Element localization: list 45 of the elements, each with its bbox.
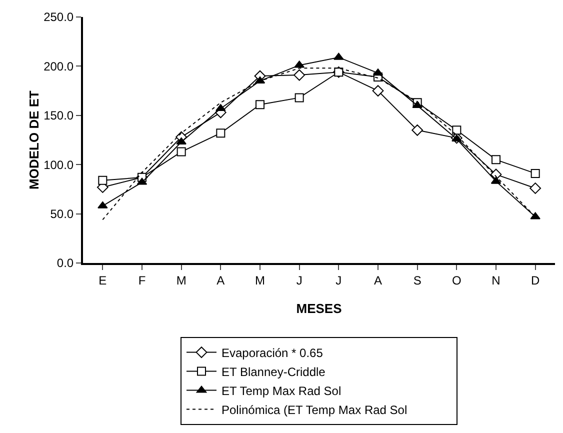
y-tick-label: 100.0 — [44, 158, 74, 172]
point — [334, 52, 344, 60]
legend-label: ET Temp Max Rad Sol — [222, 384, 342, 398]
point — [452, 134, 462, 142]
point — [98, 176, 108, 185]
y-tick-label: 0.0 — [56, 256, 74, 270]
point — [412, 101, 422, 108]
point — [176, 137, 186, 144]
point — [334, 68, 344, 77]
y-tick-label: 200.0 — [44, 59, 74, 74]
x-tick-label: A — [374, 273, 382, 288]
y-tick-label: 50.0 — [50, 207, 74, 221]
point — [98, 201, 108, 208]
x-tick-label: F — [138, 273, 146, 288]
point — [492, 155, 500, 164]
legend-label: ET Blanney-Criddle — [222, 364, 326, 379]
x-tick-label: M — [255, 273, 265, 288]
y-tick-label: 250.0 — [44, 10, 74, 24]
point — [176, 147, 186, 156]
x-tick-label: M — [176, 273, 186, 288]
point — [294, 69, 306, 81]
point — [372, 85, 384, 96]
x-tick-label: E — [98, 273, 107, 288]
point — [530, 168, 540, 178]
y-tick-label: 150.0 — [44, 108, 74, 123]
point — [530, 182, 542, 194]
x-tick-label: N — [492, 273, 500, 288]
point — [452, 126, 462, 135]
point — [530, 212, 540, 220]
point — [412, 124, 424, 136]
y-axis-title: MODELO DE ET — [26, 90, 42, 190]
point — [256, 100, 264, 110]
point — [294, 60, 304, 68]
x-axis-title: MESES — [296, 301, 342, 316]
x-tick-label: A — [216, 273, 225, 288]
legend-label: Evaporación * 0.65 — [222, 346, 324, 360]
x-tick-label: J — [296, 273, 302, 288]
x-tick-label: S — [413, 273, 422, 288]
point — [216, 104, 226, 112]
x-tick-label: O — [452, 273, 462, 288]
point — [294, 93, 304, 102]
x-tick-label: J — [336, 273, 342, 288]
point — [216, 128, 226, 138]
legend-label: Polinómica (ET Temp Max Rad Sol — [222, 402, 408, 417]
x-tick-label: D — [530, 273, 540, 288]
